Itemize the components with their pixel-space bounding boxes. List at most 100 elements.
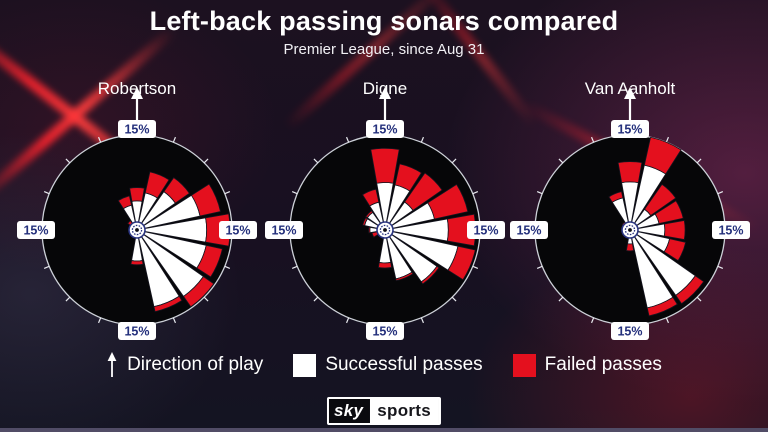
fail-wedge xyxy=(153,295,183,313)
legend-success-label: Successful passes xyxy=(325,354,483,375)
tick-mark xyxy=(451,296,457,302)
fail-wedge xyxy=(617,161,643,184)
axis-label-box xyxy=(219,221,257,239)
bullseye-ring xyxy=(131,224,143,236)
fail-wedge xyxy=(625,243,635,252)
direction-arrow-head xyxy=(624,87,636,99)
page-title: Left-back passing sonars compared xyxy=(149,6,619,36)
tick-mark xyxy=(472,265,479,270)
legend-fail-label: Failed passes xyxy=(544,354,662,375)
success-swatch xyxy=(293,353,317,377)
tick-mark xyxy=(313,158,319,164)
tick-mark xyxy=(313,296,319,302)
axis-label: 15% xyxy=(124,122,149,136)
sonar-chart-van-aanholt: 15% 15% 15% 15% xyxy=(510,87,750,340)
direction-arrow-head xyxy=(131,87,143,99)
axis-label: 15% xyxy=(718,223,743,237)
axis-label-box xyxy=(510,221,548,239)
page-subtitle: Premier League, since Aug 31 xyxy=(283,41,485,58)
axis-label: 15% xyxy=(271,223,296,237)
fail-wedge xyxy=(654,200,684,225)
sonar-chart-robertson: 15% 15% 15% 15% xyxy=(17,87,257,340)
fail-wedge xyxy=(608,191,624,203)
tick-mark xyxy=(536,265,543,270)
sky-logo-segment: sky xyxy=(328,399,371,423)
tick-mark xyxy=(420,317,425,324)
bullseye-dot xyxy=(628,228,632,232)
tick-mark xyxy=(345,317,350,324)
tick-mark xyxy=(224,190,231,195)
axis-label: 15% xyxy=(516,223,541,237)
sonar-van-aanholt: Van Aanholt 15% 15% 15% 15% xyxy=(510,78,750,368)
sonar-chart-digne: 15% 15% 15% 15% xyxy=(265,87,505,340)
tick-mark xyxy=(451,158,457,164)
axis-label-box xyxy=(467,221,505,239)
fail-wedge xyxy=(675,275,705,305)
tick-mark xyxy=(536,190,543,195)
tick-mark xyxy=(472,190,479,195)
tick-mark xyxy=(558,296,564,302)
axis-label-box xyxy=(712,221,750,239)
axis-label-box xyxy=(611,322,649,340)
axis-label: 15% xyxy=(617,122,642,136)
fail-wedge xyxy=(447,245,476,281)
axis-label-box xyxy=(366,322,404,340)
fail-wedge xyxy=(394,163,422,192)
axis-label: 15% xyxy=(372,324,397,338)
legend-successful: Successful passes xyxy=(293,353,483,377)
direction-arrow-stem xyxy=(628,98,632,126)
axis-label-box xyxy=(118,120,156,138)
axis-label-box xyxy=(17,221,55,239)
sports-logo-segment: sports xyxy=(370,399,440,423)
fail-wedge xyxy=(117,195,132,210)
fail-wedge xyxy=(646,296,678,317)
legend-direction: Direction of play xyxy=(106,352,263,378)
tick-mark xyxy=(717,190,724,195)
fail-wedge xyxy=(377,261,393,269)
fail-wedge xyxy=(144,171,170,199)
tick-mark xyxy=(420,136,425,143)
tick-mark xyxy=(291,265,298,270)
tick-mark xyxy=(696,158,702,164)
axis-label-box xyxy=(611,120,649,138)
fail-wedge xyxy=(427,183,469,220)
axis-label: 15% xyxy=(124,324,149,338)
legend-direction-label: Direction of play xyxy=(127,354,264,375)
tick-mark xyxy=(203,296,209,302)
bullseye-dot xyxy=(135,228,139,232)
fail-wedge xyxy=(420,265,440,285)
fail-wedge xyxy=(163,177,190,204)
bullseye-dot xyxy=(383,228,387,232)
fail-wedge xyxy=(130,260,144,266)
tick-mark xyxy=(665,317,670,324)
axis-label: 15% xyxy=(225,223,250,237)
axis-label: 15% xyxy=(23,223,48,237)
fail-swatch xyxy=(512,353,536,377)
tick-mark xyxy=(558,158,564,164)
direction-arrow-stem xyxy=(383,98,387,126)
fail-wedge xyxy=(370,147,400,184)
sky-sports-logo: sky sports xyxy=(326,397,442,425)
fail-wedge xyxy=(643,136,682,175)
tick-mark xyxy=(97,317,102,324)
fail-wedge xyxy=(362,217,368,226)
tick-mark xyxy=(717,265,724,270)
sonar-robertson: Robertson 15%15%15%15% xyxy=(17,78,257,368)
tick-mark xyxy=(203,158,209,164)
tick-mark xyxy=(224,265,231,270)
direction-arrow-stem xyxy=(135,98,139,126)
legend-failed: Failed passes xyxy=(512,353,662,377)
fail-wedge xyxy=(404,172,443,211)
tick-mark xyxy=(65,158,71,164)
fail-wedge xyxy=(663,219,686,241)
tick-mark xyxy=(97,136,102,143)
tick-mark xyxy=(696,296,702,302)
direction-arrow-head xyxy=(379,87,391,99)
legend: Direction of play Successful passes Fail… xyxy=(0,352,768,378)
axis-label-box xyxy=(366,120,404,138)
tick-mark xyxy=(665,136,670,143)
bottom-strip xyxy=(0,428,768,432)
fail-wedge xyxy=(365,210,374,219)
fail-wedge xyxy=(190,183,221,217)
